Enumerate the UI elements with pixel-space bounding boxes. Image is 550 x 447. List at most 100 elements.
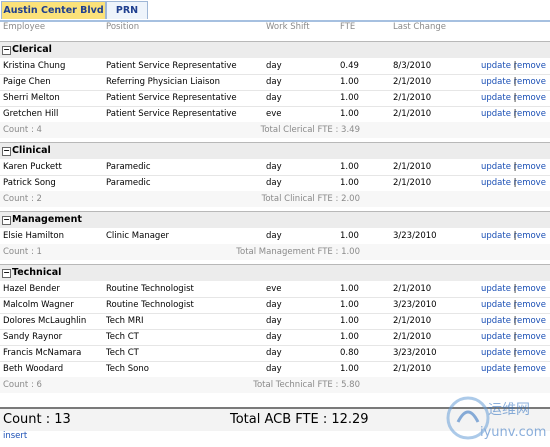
row-actions: update | remove — [481, 329, 546, 345]
cell-position: Routine Technologist — [106, 284, 194, 294]
cell-work-shift: day — [266, 231, 282, 241]
cell-work-shift: day — [266, 316, 282, 326]
cell-employee: Paige Chen — [3, 77, 51, 87]
action-separator: | — [513, 93, 517, 103]
row-actions: update | remove — [481, 74, 546, 90]
cell-last-change: 2/1/2010 — [393, 93, 432, 103]
collapse-toggle-icon[interactable]: − — [2, 45, 11, 55]
row-actions: update | remove — [481, 361, 546, 377]
row-actions: update | remove — [481, 228, 546, 244]
cell-position: Routine Technologist — [106, 300, 194, 310]
remove-link[interactable]: remove — [513, 178, 546, 188]
table-row: Dolores McLaughlin Tech MRI day 1.00 2/1/201… — [0, 313, 550, 330]
remove-link[interactable]: remove — [513, 300, 546, 310]
cell-fte: 0.80 — [340, 348, 359, 358]
update-link[interactable]: update — [481, 316, 511, 326]
remove-link[interactable]: remove — [513, 348, 546, 358]
table-row: Malcolm Wagner Routine Technologist day 1.0… — [0, 297, 550, 314]
group-count: Count : 4 — [3, 125, 42, 135]
remove-link[interactable]: remove — [513, 364, 546, 374]
update-link[interactable]: update — [481, 109, 511, 119]
table-row: Paige Chen Referring Physician Liaison day… — [0, 74, 550, 91]
col-fte[interactable]: FTE — [340, 22, 356, 32]
col-employee[interactable]: Employee — [3, 22, 46, 32]
update-link[interactable]: update — [481, 61, 511, 71]
grand-count: Count : 13 — [3, 412, 71, 427]
cell-position: Clinic Manager — [106, 231, 170, 241]
update-link[interactable]: update — [481, 93, 511, 103]
group-total-fte: Total Clerical FTE : 3.49 — [260, 125, 360, 135]
table-row: Elsie Hamilton Clinic Manager day 1.00 3/23/… — [0, 228, 550, 245]
update-link[interactable]: update — [481, 300, 511, 310]
group-name: Management — [12, 214, 82, 225]
remove-link[interactable]: remove — [513, 316, 546, 326]
update-link[interactable]: update — [481, 77, 511, 87]
cell-position: Tech CT — [106, 332, 139, 342]
remove-link[interactable]: remove — [513, 162, 546, 172]
update-link[interactable]: update — [481, 348, 511, 358]
row-actions: update | remove — [481, 313, 546, 329]
cell-fte: 1.00 — [340, 162, 359, 172]
group-header-clerical: − Clerical — [0, 41, 550, 58]
cell-position: Tech MRI — [106, 316, 144, 326]
cell-fte: 1.00 — [340, 109, 359, 119]
group-name: Clinical — [12, 145, 51, 156]
collapse-toggle-icon[interactable]: − — [2, 215, 11, 225]
update-link[interactable]: update — [481, 162, 511, 172]
col-work-shift[interactable]: Work Shift — [266, 22, 310, 32]
cell-work-shift: eve — [266, 284, 282, 294]
cell-work-shift: day — [266, 162, 282, 172]
update-link[interactable]: update — [481, 231, 511, 241]
collapse-toggle-icon[interactable]: − — [2, 146, 11, 156]
tab-prn[interactable]: PRN — [106, 1, 148, 19]
update-link[interactable]: update — [481, 332, 511, 342]
action-separator: | — [513, 316, 517, 326]
row-actions: update | remove — [481, 175, 546, 191]
cell-last-change: 3/23/2010 — [393, 300, 437, 310]
cell-last-change: 2/1/2010 — [393, 162, 432, 172]
table-row: Karen Puckett Paramedic day 1.00 2/1/2010 upd… — [0, 159, 550, 176]
cell-last-change: 2/1/2010 — [393, 316, 432, 326]
cell-position: Patient Service Representative — [106, 109, 237, 119]
cell-employee: Sherri Melton — [3, 93, 60, 103]
cell-fte: 1.00 — [340, 93, 359, 103]
cell-position: Patient Service Representative — [106, 93, 237, 103]
remove-link[interactable]: remove — [513, 332, 546, 342]
action-separator: | — [513, 109, 517, 119]
action-separator: | — [513, 77, 517, 87]
grand-total-fte: Total ACB FTE : 12.29 — [230, 412, 369, 427]
cell-employee: Elsie Hamilton — [3, 231, 64, 241]
insert-link[interactable]: insert — [3, 431, 28, 441]
cell-fte: 1.00 — [340, 231, 359, 241]
row-actions: update | remove — [481, 58, 546, 74]
group-summary-row: Count : 2 Total Clinical FTE : 2.00 — [0, 191, 550, 207]
update-link[interactable]: update — [481, 178, 511, 188]
table-row: Beth Woodard Tech Sono day 1.00 2/1/2010 upda… — [0, 361, 550, 378]
remove-link[interactable]: remove — [513, 284, 546, 294]
cell-last-change: 3/23/2010 — [393, 348, 437, 358]
remove-link[interactable]: remove — [513, 77, 546, 87]
update-link[interactable]: update — [481, 284, 511, 294]
action-separator: | — [513, 364, 517, 374]
col-last-change[interactable]: Last Change — [393, 22, 446, 32]
cell-fte: 0.49 — [340, 61, 359, 71]
remove-link[interactable]: remove — [513, 93, 546, 103]
action-separator: | — [513, 348, 517, 358]
cell-work-shift: day — [266, 77, 282, 87]
cell-last-change: 8/3/2010 — [393, 61, 432, 71]
cell-employee: Patrick Song — [3, 178, 56, 188]
col-position[interactable]: Position — [106, 22, 140, 32]
collapse-toggle-icon[interactable]: − — [2, 268, 11, 278]
table-row: Gretchen Hill Patient Service Representat… — [0, 106, 550, 123]
cell-employee: Dolores McLaughlin — [3, 316, 87, 326]
cell-fte: 1.00 — [340, 284, 359, 294]
cell-employee: Gretchen Hill — [3, 109, 59, 119]
cell-position: Tech Sono — [106, 364, 149, 374]
tab-austin-center-blvd[interactable]: Austin Center Blvd — [1, 1, 106, 19]
update-link[interactable]: update — [481, 364, 511, 374]
remove-link[interactable]: remove — [513, 109, 546, 119]
remove-link[interactable]: remove — [513, 231, 546, 241]
remove-link[interactable]: remove — [513, 61, 546, 71]
group-header-clinical: − Clinical — [0, 142, 550, 159]
group-name: Clerical — [12, 44, 52, 55]
